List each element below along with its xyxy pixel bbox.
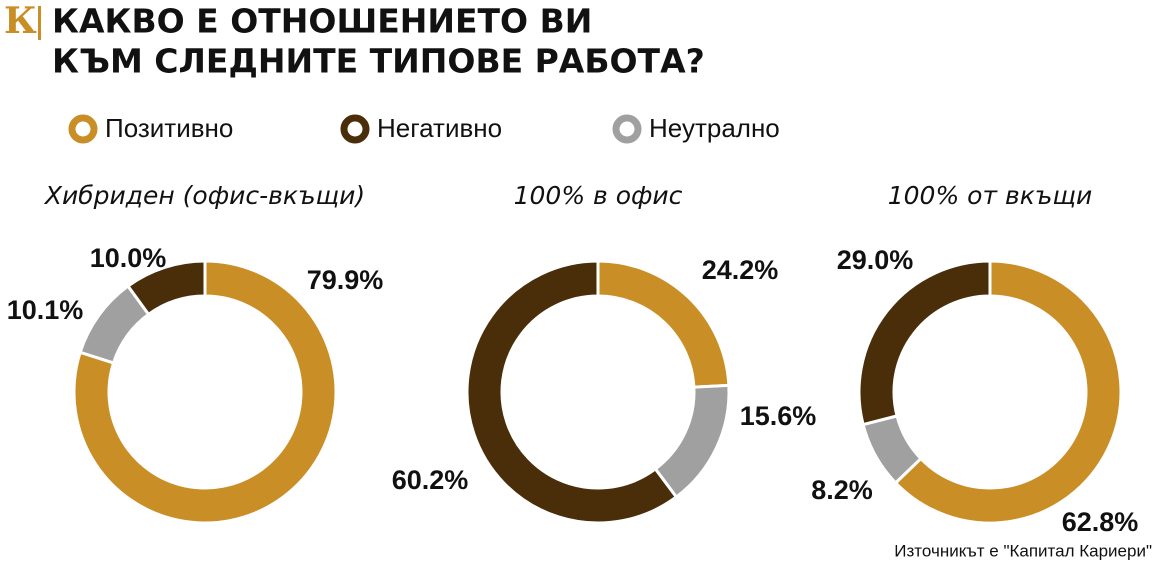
value-label: 79.9% bbox=[307, 265, 384, 295]
donut-segment bbox=[125, 259, 207, 317]
donut-segment bbox=[465, 259, 679, 525]
chart-title: Хибриден (офис-вкъщи) bbox=[43, 181, 365, 210]
donut-segment bbox=[72, 259, 338, 525]
legend-label: Позитивно bbox=[105, 113, 233, 143]
logo: К bbox=[4, 0, 37, 42]
title-line: КЪМ СЛЕДНИТЕ ТИПОВЕ РАБОТА? bbox=[52, 42, 705, 81]
value-label: 29.0% bbox=[837, 245, 914, 275]
chart-title: 100% от вкъщи bbox=[888, 181, 1093, 210]
donut-segment bbox=[857, 259, 992, 427]
logo-bar bbox=[38, 6, 41, 40]
value-label: 24.2% bbox=[702, 255, 779, 285]
donut-segment bbox=[653, 383, 731, 500]
value-label: 8.2% bbox=[811, 475, 873, 505]
donut-segment bbox=[893, 259, 1123, 525]
legend-label: Негативно bbox=[377, 113, 502, 143]
title-line: КАКВО Е ОТНОШЕНИЕТО ВИ bbox=[52, 2, 592, 41]
chart-title: 100% в офис bbox=[514, 181, 683, 210]
value-label: 62.8% bbox=[1062, 507, 1139, 537]
value-label: 60.2% bbox=[392, 465, 469, 495]
value-label: 10.0% bbox=[90, 243, 167, 273]
legend-swatch bbox=[612, 114, 642, 144]
legend-swatch bbox=[68, 114, 98, 144]
legend-label: Неутрално bbox=[649, 113, 780, 143]
value-label: 15.6% bbox=[740, 401, 817, 431]
legend-swatch bbox=[340, 114, 370, 144]
value-label: 10.1% bbox=[7, 295, 84, 325]
source: Източникът е "Капитал Кариери" bbox=[894, 541, 1152, 560]
